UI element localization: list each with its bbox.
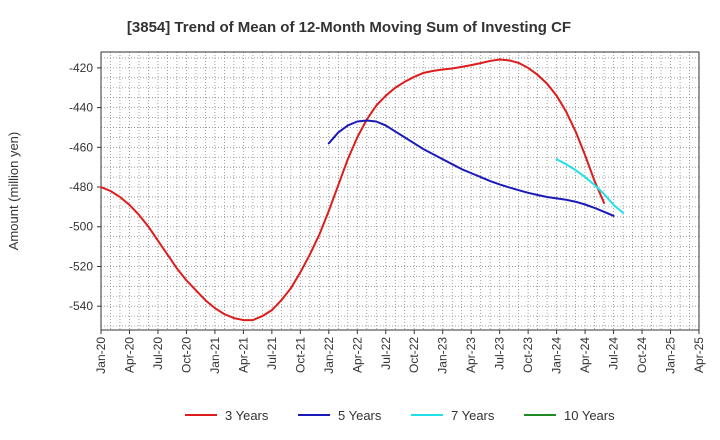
legend-label-7-years: 7 Years xyxy=(451,408,495,423)
x-tick-label: Jan-25 xyxy=(664,337,678,374)
x-tick-label: Apr-21 xyxy=(236,337,250,373)
plot-frame xyxy=(100,51,700,331)
x-tick-label: Oct-23 xyxy=(521,337,535,373)
series-line-7-years xyxy=(555,158,625,214)
legend: 3 Years 5 Years 7 Years 10 Years xyxy=(185,408,615,423)
series-layer xyxy=(100,58,625,322)
x-tick-label: Jul-23 xyxy=(493,337,507,370)
x-tick-label: Apr-23 xyxy=(464,337,478,373)
y-tick-label: -480 xyxy=(69,180,93,194)
chart-title: [3854] Trend of Mean of 12-Month Moving … xyxy=(127,19,571,36)
x-tick-label: Jan-24 xyxy=(550,337,564,374)
grid-layer xyxy=(101,52,699,330)
y-tick-label: -500 xyxy=(69,220,93,234)
axis-layer: -420 -440 -460 -480 -500 -520 -540 Jan-20 Apr-20… xyxy=(69,51,706,374)
x-tick-label: Oct-24 xyxy=(635,337,649,373)
x-tick-label: Oct-20 xyxy=(179,337,193,373)
x-tick-label: Apr-20 xyxy=(122,337,136,373)
x-tick-label: Jan-23 xyxy=(436,337,450,374)
x-tick-label: Apr-25 xyxy=(692,337,706,373)
y-tick-label: -420 xyxy=(69,61,93,75)
series-line-3-years xyxy=(100,58,606,322)
x-tick-label: Oct-22 xyxy=(407,337,421,373)
y-tick-label: -540 xyxy=(69,299,93,313)
series-line-5-years xyxy=(327,119,615,217)
x-tick-label: Jul-21 xyxy=(265,337,279,370)
y-tick-label: -440 xyxy=(69,101,93,115)
x-tick-label: Jul-20 xyxy=(151,337,165,370)
legend-label-3-years: 3 Years xyxy=(225,408,269,423)
legend-label-5-years: 5 Years xyxy=(338,408,382,423)
y-tick-label: -520 xyxy=(69,259,93,273)
x-tick-label: Jul-22 xyxy=(379,337,393,370)
x-tick-label: Jul-24 xyxy=(607,337,621,370)
x-tick-label: Apr-22 xyxy=(350,337,364,373)
y-tick-label: -460 xyxy=(69,140,93,154)
x-tick-label: Jan-20 xyxy=(94,337,108,374)
legend-label-10-years: 10 Years xyxy=(564,408,615,423)
x-tick-label: Oct-21 xyxy=(293,337,307,373)
x-tick-label: Jan-22 xyxy=(322,337,336,374)
y-axis-label: Amount (million yen) xyxy=(6,132,21,251)
x-tick-label: Apr-24 xyxy=(578,337,592,373)
x-tick-label: Jan-21 xyxy=(208,337,222,374)
